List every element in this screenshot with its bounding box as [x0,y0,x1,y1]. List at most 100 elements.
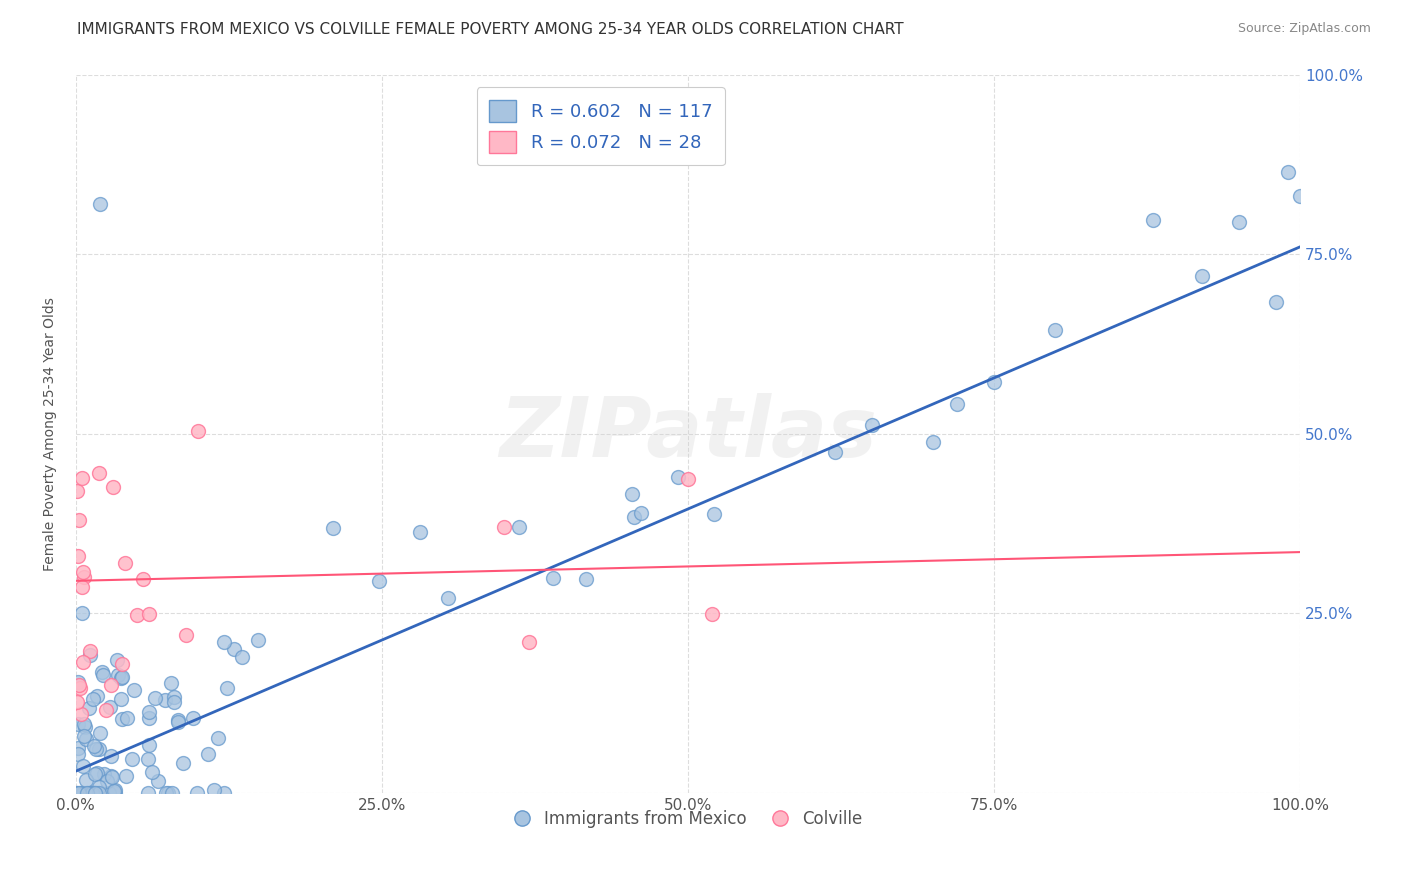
Point [368,574,391,588]
Point [79,644,101,658]
Point [77,701,100,715]
Point [79,786,101,800]
Point [83,786,105,800]
Legend: Immigrants from Mexico, Colville: Immigrants from Mexico, Colville [508,804,869,835]
Point [82,786,104,800]
Point [212,786,235,800]
Point [138,607,160,622]
Point [197,747,219,761]
Point [73,570,96,584]
Point [105,653,128,667]
Point [508,519,530,533]
Point [75,731,97,746]
Point [125,607,148,622]
Point [104,786,127,800]
Point [122,683,145,698]
Point [90,665,112,679]
Point [138,711,160,725]
Point [66,674,89,689]
Point [409,524,432,539]
Point [702,607,724,621]
Point [73,717,96,731]
Point [67,549,90,563]
Point [75,720,97,734]
Point [138,705,160,719]
Point [824,445,846,459]
Point [703,507,725,521]
Point [89,196,111,211]
Point [69,786,91,800]
Point [921,435,943,450]
Point [138,738,160,752]
Point [160,676,183,690]
Point [83,739,105,753]
Point [100,678,122,692]
Point [72,759,94,773]
Point [66,747,89,762]
Point [160,786,183,800]
Point [86,689,108,703]
Point [860,418,883,433]
Point [86,765,108,780]
Point [87,741,110,756]
Point [115,710,138,724]
Text: IMMIGRANTS FROM MEXICO VS COLVILLE FEMALE POVERTY AMONG 25-34 YEAR OLDS CORRELAT: IMMIGRANTS FROM MEXICO VS COLVILLE FEMAL… [77,22,904,37]
Point [72,565,94,579]
Point [1043,323,1066,337]
Point [138,751,160,765]
Point [630,507,652,521]
Point [67,786,90,800]
Text: ZIPatlas: ZIPatlas [499,393,877,474]
Point [84,786,107,800]
Point [97,786,120,800]
Point [114,557,136,571]
Point [186,786,208,800]
Point [87,780,110,794]
Point [111,712,134,726]
Point [153,693,176,707]
Point [202,783,225,797]
Point [1142,212,1164,227]
Point [132,572,155,586]
Point [75,773,97,788]
Point [93,767,115,781]
Point [163,696,186,710]
Point [82,786,104,800]
Point [575,573,598,587]
Point [87,786,110,800]
Point [111,657,134,671]
Point [82,691,104,706]
Point [98,700,121,714]
Point [84,741,107,756]
Point [436,591,458,606]
Point [111,670,134,684]
Point [100,748,122,763]
Point [114,769,136,783]
Point [70,707,93,722]
Point [247,632,270,647]
Point [89,726,111,740]
Point [69,513,91,527]
Point [70,580,93,594]
Point [1227,215,1250,229]
Point [101,480,124,494]
Point [84,786,107,800]
Point [73,729,96,743]
Y-axis label: Female Poverty Among 25-34 Year Olds: Female Poverty Among 25-34 Year Olds [44,297,58,571]
Point [666,469,689,483]
Point [66,483,89,498]
Point [181,710,204,724]
Point [621,487,644,501]
Point [1277,165,1299,179]
Point [94,703,117,717]
Point [72,656,94,670]
Point [66,695,89,709]
Point [1289,189,1312,203]
Point [100,769,122,783]
Point [66,786,89,800]
Point [1264,294,1286,309]
Point [76,786,98,800]
Point [983,375,1005,389]
Point [167,713,190,727]
Point [65,786,87,800]
